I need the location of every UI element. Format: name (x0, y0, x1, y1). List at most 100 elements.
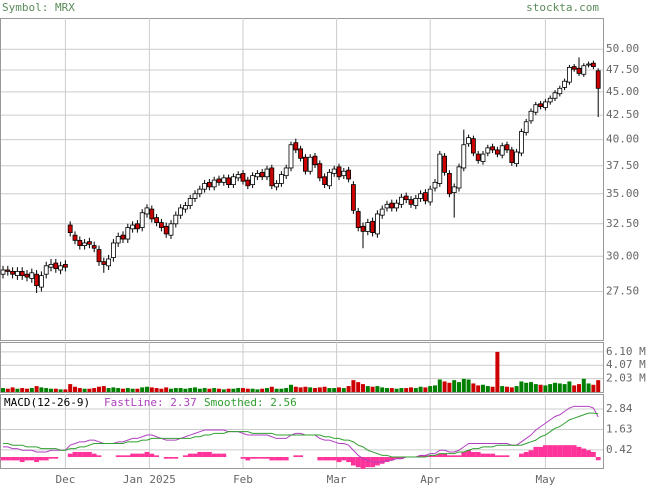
macd-histogram-bar (442, 453, 447, 458)
candle-body (398, 196, 404, 205)
volume-bar (317, 387, 322, 392)
macd-histogram-bar (571, 445, 577, 458)
volume-bar (125, 388, 130, 392)
macd-histogram-bar (77, 451, 83, 458)
volume-bar (428, 386, 433, 392)
volume-bar (509, 387, 514, 392)
macd-histogram-bar (96, 455, 102, 458)
volume-bar (567, 381, 572, 392)
candle-body (389, 202, 395, 209)
candle-body (187, 198, 193, 206)
volume-panel (0, 342, 604, 393)
macd-histogram-bar (245, 457, 251, 461)
volume-bar (361, 384, 365, 392)
macd-histogram-bar (279, 457, 284, 461)
macd-histogram-bar (418, 455, 423, 458)
volume-bar (303, 386, 308, 392)
volume-bar (164, 387, 169, 392)
candle-body (403, 195, 409, 201)
volume-bar (581, 378, 586, 392)
candle-body (235, 174, 241, 179)
candle-body (456, 166, 462, 189)
candle-body (67, 224, 73, 234)
volume-bar (63, 389, 68, 392)
volume-bar (553, 382, 557, 392)
volume-bar (548, 384, 553, 392)
candle-body (331, 168, 337, 174)
candle-body (461, 144, 467, 169)
macd-histogram-bar (437, 453, 443, 458)
candle-body (259, 171, 265, 178)
candle-body (514, 151, 519, 165)
volume-bar (265, 388, 269, 392)
candle-body (63, 264, 68, 268)
macd-histogram-bar (29, 457, 35, 461)
candle-body (374, 213, 380, 235)
macd-histogram-bar (274, 457, 279, 461)
macd-histogram-bar (432, 455, 438, 458)
candle-body (5, 269, 11, 272)
candle-body (384, 203, 390, 209)
macd-histogram-bar (15, 457, 20, 461)
volume-bar (466, 379, 471, 392)
candle-body (302, 156, 308, 172)
candle-body (154, 217, 160, 223)
macd-histogram-bar (423, 455, 428, 458)
volume-bar (68, 384, 73, 392)
y-tick-label: 32.50 (606, 217, 639, 230)
price-panel (0, 18, 604, 341)
macd-histogram-bar (346, 457, 351, 463)
macd-histogram-bar (91, 453, 97, 458)
volume-bar (418, 386, 423, 392)
candle-body (538, 103, 543, 107)
volume-bar (341, 388, 346, 392)
y-tick-label: 1.63 (606, 422, 633, 435)
macd-histogram-bar (10, 457, 15, 461)
macd-histogram-bar (538, 446, 543, 458)
volume-bar (25, 388, 29, 392)
volume-bar (250, 388, 255, 392)
candle-body (158, 222, 164, 228)
candle-body (82, 242, 87, 246)
volume-bar (461, 378, 466, 392)
candle-body (557, 87, 563, 95)
macd-histogram-bar (269, 457, 275, 461)
x-tick-label: Jan 2025 (123, 473, 176, 486)
volume-bar (207, 388, 212, 392)
volume-bar (159, 388, 164, 392)
candle-body (490, 146, 496, 151)
macd-histogram-bar (173, 457, 179, 459)
volume-bar (572, 385, 577, 392)
volume-bar (231, 388, 236, 392)
macd-histogram-bar (576, 446, 582, 458)
macd-histogram-bar (447, 455, 452, 458)
y-tick-label: 40.00 (606, 133, 639, 146)
macd-histogram-bar (259, 457, 265, 459)
macd-histogram-bar (581, 448, 587, 458)
macd-histogram-bar (485, 453, 491, 458)
y-tick-label: 37.50 (606, 159, 639, 172)
volume-bar (130, 388, 135, 392)
candle-body (216, 178, 222, 183)
volume-bar (53, 388, 58, 392)
candle-body (106, 258, 111, 267)
macd-histogram-bar (336, 457, 342, 463)
volume-bar (313, 388, 317, 392)
volume-bar (485, 386, 490, 392)
volume-bar (404, 388, 409, 392)
x-tick-label: Apr (420, 473, 440, 486)
candle-body (149, 208, 155, 220)
volume-bar (591, 384, 596, 392)
symbol: Symbol: MRX (2, 1, 75, 14)
volume-bar (380, 387, 385, 392)
candle-body (322, 176, 328, 186)
macd-histogram-bar (0, 457, 6, 461)
volume-bar (557, 383, 562, 392)
volume-bar (169, 388, 173, 392)
candle-body (101, 261, 107, 265)
volume-bar (135, 388, 140, 392)
candle-body (365, 222, 371, 232)
macd-histogram-bar (567, 445, 572, 458)
candle-body (360, 225, 366, 232)
volume-bar (495, 351, 500, 392)
